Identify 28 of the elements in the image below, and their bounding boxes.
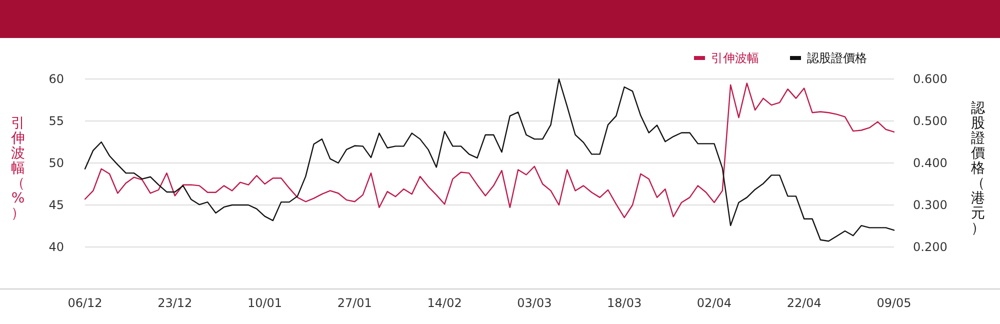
x-tick-label: 06/12 [68,296,102,310]
y2-tick-label: 0.400 [913,156,948,170]
x-tick-label: 23/12 [158,296,192,310]
y-axis-title: 引伸波幅（%） [10,116,25,222]
y-tick-label: 45 [48,198,64,212]
y-tick-label: 60 [48,72,64,86]
x-tick-label: 03/03 [517,296,552,310]
y2-tick-label: 0.600 [913,72,948,86]
line-series [84,82,895,218]
legend-label: 引伸波幅 [711,51,759,65]
x-tick-label: 27/01 [337,296,372,310]
text: 認股證價格（港元） [971,100,985,236]
legend-label: 認股證價格 [807,51,867,65]
legend-item: 引伸波幅 [694,51,759,65]
y2-tick-label: 0.300 [913,198,948,212]
line-series [84,78,895,242]
x-tick-label: 10/01 [247,296,282,310]
y2-tick-label: 0.200 [913,240,948,254]
x-tick-label: 09/05 [876,296,912,310]
x-tick-label: 02/04 [696,296,732,310]
y2-tick-label: 0.500 [913,114,948,128]
legend-item: 認股證價格 [790,51,867,65]
x-tick-label: 14/02 [427,296,462,310]
y-tick-label: 50 [48,156,64,170]
x-tick-label: 22/04 [786,296,822,310]
y-tick-label: 40 [48,240,64,254]
y-tick-label: 55 [48,114,64,128]
x-tick-label: 18/03 [607,296,642,310]
